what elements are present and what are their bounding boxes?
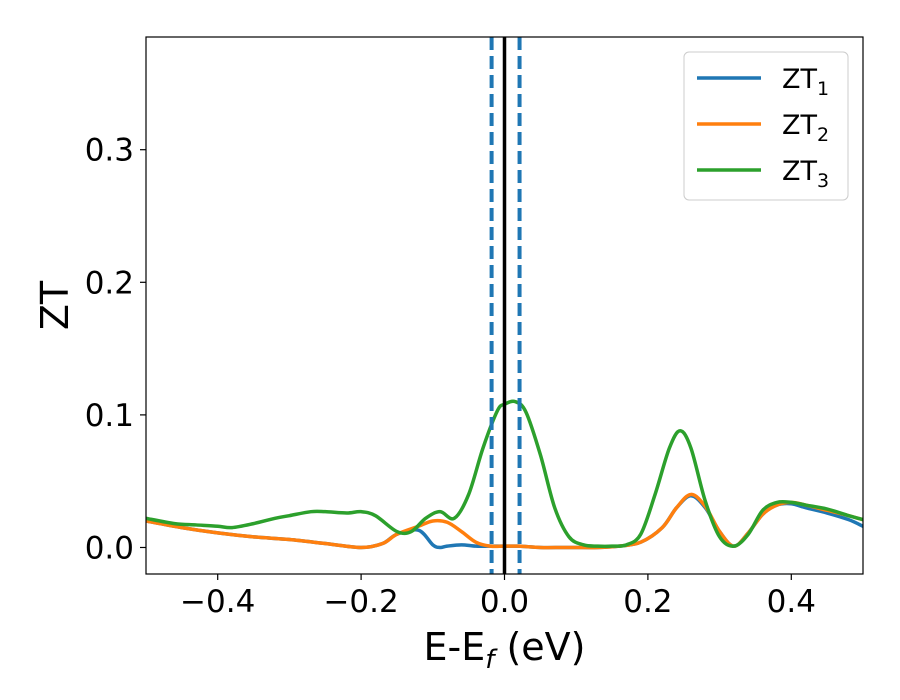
x-tick-label: 0.4 (767, 584, 816, 620)
y-ticks: 0.0 0.1 0.2 0.3 (85, 133, 146, 566)
legend-label-2: ZT2 (782, 110, 829, 146)
y-tick-label: 0.0 (85, 530, 134, 566)
x-tick-label: −0.4 (180, 584, 255, 620)
legend-label-3: ZT3 (782, 156, 829, 192)
series-line-2 (146, 492, 863, 550)
x-tick-label: 0.0 (480, 584, 529, 620)
series-line-3 (146, 399, 863, 549)
legend-box (683, 51, 849, 201)
vertical-lines (489, 37, 522, 574)
x-axis-label-main: E-E (424, 625, 486, 669)
x-axis-label: E-Ef (eV) (424, 625, 586, 675)
y-tick-label: 0.3 (85, 133, 134, 169)
y-tick-label: 0.2 (85, 265, 134, 301)
legend-label-1: ZT1 (782, 64, 829, 100)
y-tick-label: 0.1 (85, 398, 134, 434)
y-axis-label: ZT (33, 280, 77, 330)
x-tick-label: 0.2 (623, 584, 672, 620)
x-tick-label: −0.2 (323, 584, 398, 620)
series-layer (146, 399, 863, 550)
x-axis-label-unit: (eV) (494, 625, 585, 669)
x-ticks: −0.4 −0.2 0.0 0.2 0.4 (180, 574, 816, 620)
legend: ZT1 ZT2 ZT3 (683, 51, 849, 201)
